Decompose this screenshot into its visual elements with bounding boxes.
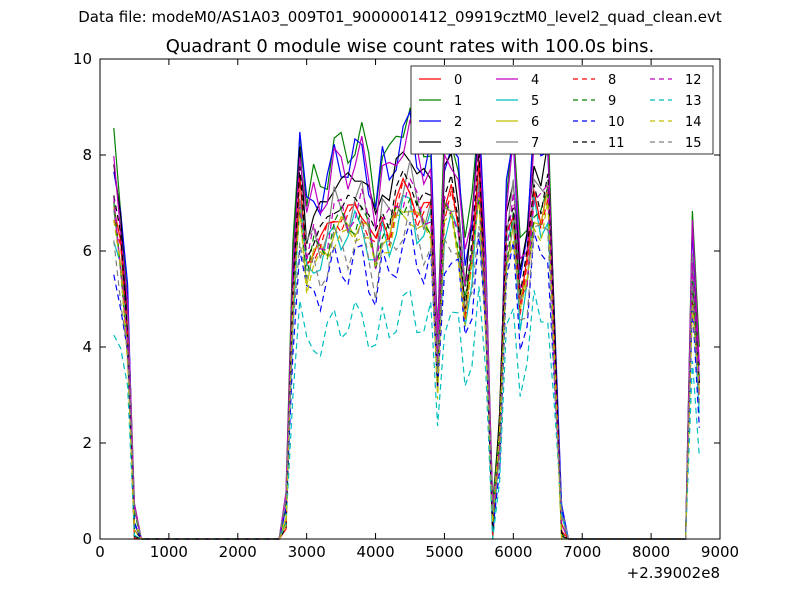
legend-label-12: 12 xyxy=(685,73,702,88)
tick-layer: 0 1000 2000 3000 4000 5000 6000 7000 8000 9000 0 2 4… xyxy=(73,50,739,561)
x-tick-label: 4000 xyxy=(356,543,394,561)
series-line-0 xyxy=(113,160,700,540)
legend-label-6: 6 xyxy=(531,115,539,130)
legend-label-8: 8 xyxy=(608,73,616,88)
x-tick-label: 1000 xyxy=(150,543,188,561)
x-tick-label: 3000 xyxy=(288,543,326,561)
legend-label-10: 10 xyxy=(608,115,625,130)
x-axis-offset-label: +2.39002e8 xyxy=(627,564,720,582)
y-tick-label: 2 xyxy=(82,434,92,452)
x-tick-label: 8000 xyxy=(632,543,670,561)
legend-label-7: 7 xyxy=(531,136,539,151)
x-tick-label: 6000 xyxy=(494,543,532,561)
legend-label-15: 15 xyxy=(685,136,702,151)
series-line-6 xyxy=(113,189,700,540)
series-line-13 xyxy=(113,286,700,540)
x-tick-label: 7000 xyxy=(563,543,601,561)
legend-label-11: 11 xyxy=(608,136,625,151)
y-tick-label: 10 xyxy=(73,50,92,68)
legend-label-2: 2 xyxy=(454,115,462,130)
series-line-5 xyxy=(113,181,700,540)
chart-title: Quadrant 0 module wise count rates with … xyxy=(165,36,655,57)
x-tick-label: 9000 xyxy=(701,543,739,561)
legend-label-3: 3 xyxy=(454,136,462,151)
legend-label-5: 5 xyxy=(531,94,539,109)
series-layer xyxy=(113,106,700,540)
series-line-11 xyxy=(113,151,700,540)
legend-label-1: 1 xyxy=(454,94,462,109)
series-line-1 xyxy=(113,106,700,540)
series-line-15 xyxy=(113,205,700,540)
legend-label-14: 14 xyxy=(685,115,702,130)
x-tick-label: 0 xyxy=(95,543,105,561)
series-line-4 xyxy=(113,119,700,540)
legend-label-0: 0 xyxy=(454,73,462,88)
series-line-14 xyxy=(113,197,700,540)
y-tick-label: 8 xyxy=(82,146,92,164)
series-line-9 xyxy=(113,186,700,540)
x-tick-label: 2000 xyxy=(219,543,257,561)
y-tick-label: 6 xyxy=(82,242,92,260)
series-line-7 xyxy=(113,160,700,540)
legend-box xyxy=(410,65,714,155)
y-tick-label: 4 xyxy=(82,338,92,356)
legend-label-9: 9 xyxy=(608,94,616,109)
figure-suptitle: Data file: modeM0/AS1A03_009T01_90000014… xyxy=(78,8,722,26)
series-line-2 xyxy=(113,109,700,540)
y-tick-label: 0 xyxy=(82,530,92,548)
plot-area-frame xyxy=(99,58,721,540)
legend-label-13: 13 xyxy=(685,94,702,109)
series-line-10 xyxy=(113,222,700,540)
legend-label-4: 4 xyxy=(531,73,539,88)
x-tick-label: 5000 xyxy=(425,543,463,561)
